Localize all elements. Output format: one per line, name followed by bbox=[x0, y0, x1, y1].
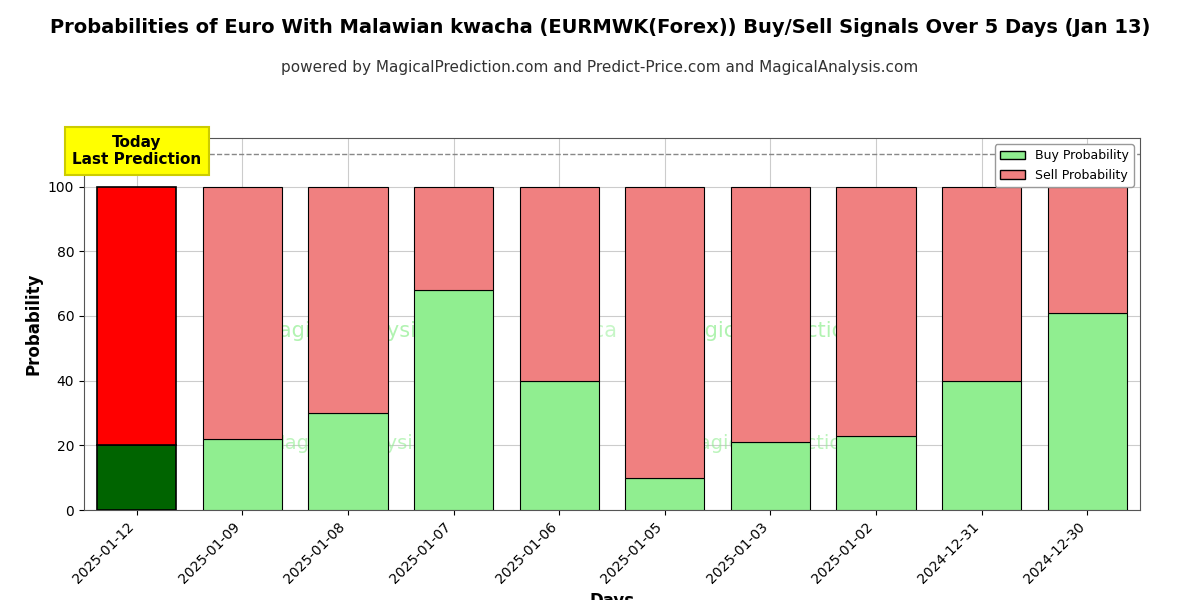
Text: MagicalPrediction.com: MagicalPrediction.com bbox=[682, 434, 901, 452]
Bar bbox=[97, 445, 176, 510]
Text: Magica: Magica bbox=[544, 322, 617, 341]
Bar bbox=[414, 290, 493, 510]
X-axis label: Days: Days bbox=[589, 592, 635, 600]
Text: Today
Last Prediction: Today Last Prediction bbox=[72, 135, 202, 167]
Text: powered by MagicalPrediction.com and Predict-Price.com and MagicalAnalysis.com: powered by MagicalPrediction.com and Pre… bbox=[281, 60, 919, 75]
Bar bbox=[203, 187, 282, 439]
Legend: Buy Probability, Sell Probability: Buy Probability, Sell Probability bbox=[995, 144, 1134, 187]
Bar bbox=[731, 187, 810, 442]
Text: MagicalPrediction.com: MagicalPrediction.com bbox=[674, 322, 908, 341]
Bar bbox=[625, 187, 704, 478]
Bar bbox=[520, 380, 599, 510]
Y-axis label: Probability: Probability bbox=[24, 273, 42, 375]
Text: MagicalAnalysis.com: MagicalAnalysis.com bbox=[260, 322, 478, 341]
Text: Probabilities of Euro With Malawian kwacha (EURMWK(Forex)) Buy/Sell Signals Over: Probabilities of Euro With Malawian kwac… bbox=[50, 18, 1150, 37]
Bar bbox=[414, 187, 493, 290]
Bar bbox=[625, 478, 704, 510]
Bar bbox=[942, 380, 1021, 510]
Text: MagicalAnalysis.com: MagicalAnalysis.com bbox=[268, 434, 470, 452]
Bar bbox=[97, 187, 176, 445]
Bar bbox=[731, 442, 810, 510]
Bar bbox=[836, 187, 916, 436]
Bar bbox=[836, 436, 916, 510]
Bar bbox=[1048, 187, 1127, 313]
Bar bbox=[308, 413, 388, 510]
Bar bbox=[203, 439, 282, 510]
Bar bbox=[520, 187, 599, 380]
Bar bbox=[1048, 313, 1127, 510]
Bar bbox=[308, 187, 388, 413]
Bar bbox=[942, 187, 1021, 380]
